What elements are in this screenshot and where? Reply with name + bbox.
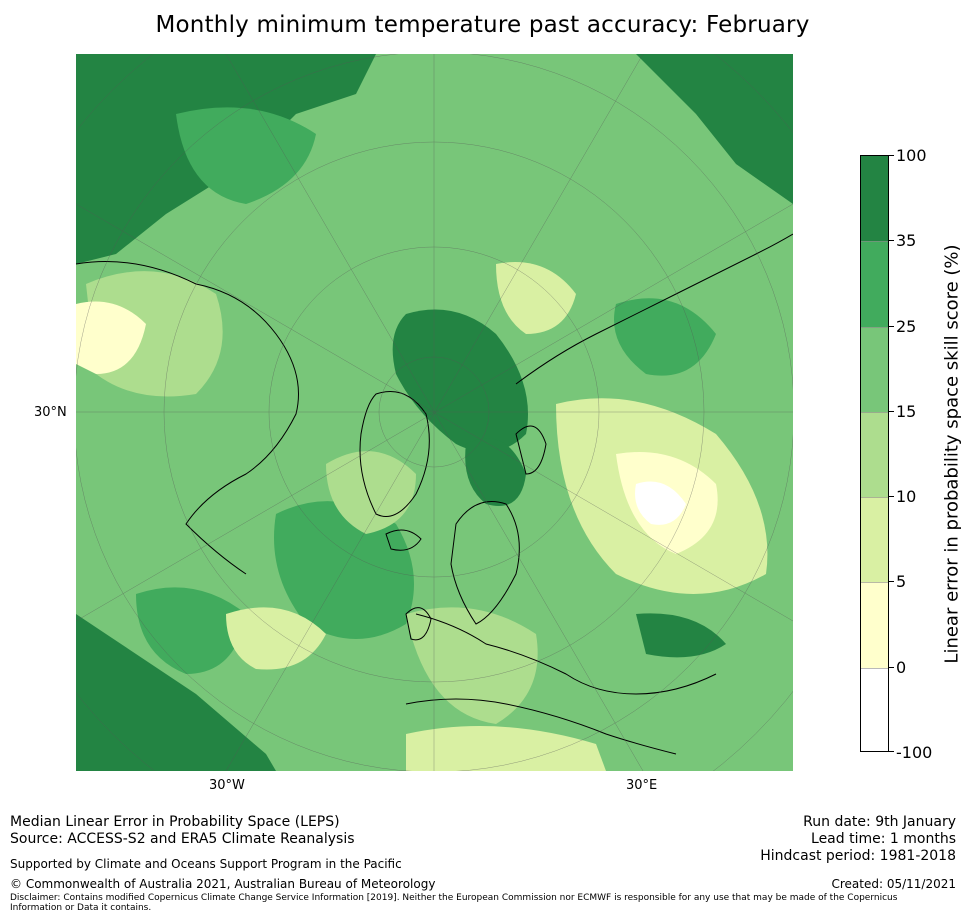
colorbar-tick [889, 326, 894, 327]
colorbar-segment-1 [861, 156, 888, 241]
colorbar-tick [889, 240, 894, 241]
colorbar-tick-label: -100 [896, 743, 933, 762]
region-pacific-mid [176, 107, 316, 204]
region-asia-white [635, 481, 686, 525]
region-atlantic-mid [274, 501, 414, 639]
colorbar-segment-4 [861, 412, 888, 497]
colorbar-divider [861, 327, 888, 328]
colorbar-segment-2 [861, 241, 888, 327]
footer-hindcast: Hindcast period: 1981-2018 [760, 848, 956, 864]
map-title: Monthly minimum temperature past accurac… [155, 12, 810, 38]
skill-score-map [76, 54, 793, 771]
meridian-60w [76, 203, 793, 622]
colorbar-tick [889, 411, 894, 412]
skill-regions [76, 54, 793, 771]
lon-label-30w: 30°W [209, 778, 245, 793]
colorbar-tick [889, 581, 894, 582]
colorbar-segment-3 [861, 327, 888, 412]
colorbar-tick [889, 496, 894, 497]
coast-europe [415, 613, 717, 695]
colorbar-divider [861, 241, 888, 242]
map-canvas [76, 54, 793, 771]
graticule [76, 54, 793, 771]
coast-greenland [359, 391, 430, 517]
colorbar-tick-label: 25 [896, 317, 917, 336]
colorbar-segment-5 [861, 497, 888, 582]
region-mediterranean-east [636, 613, 726, 658]
region-barents [465, 438, 526, 506]
region-africa-pale [406, 726, 606, 771]
footer-created: Created: 05/11/2021 [831, 877, 956, 891]
footer-lead-time: Lead time: 1 months [811, 831, 956, 847]
footer-run-date: Run date: 9th January [803, 814, 956, 830]
region-northeast [636, 54, 793, 204]
lon-label-30e: 30°E [626, 778, 658, 793]
region-atlantic-pale [226, 607, 326, 670]
colorbar-tick-label: 0 [896, 658, 907, 677]
footer-method: Median Linear Error in Probability Space… [10, 814, 340, 830]
coast-iceland [385, 529, 422, 551]
colorbar-title: Linear error in probability space skill … [941, 244, 963, 664]
coast-mediterranean [405, 698, 677, 755]
region-europe-light [406, 607, 538, 724]
colorbar-segment-6 [861, 582, 888, 668]
coastlines [76, 233, 793, 755]
region-siberia-pale [496, 262, 576, 334]
colorbar-divider [861, 412, 888, 413]
colorbar-divider [861, 582, 888, 583]
region-south-mid [136, 587, 246, 674]
lat-label-30n: 30°N [34, 405, 67, 420]
coast-scandinavia [450, 501, 520, 625]
colorbar-tick-label: 5 [896, 572, 907, 591]
coast-siberia [515, 233, 793, 385]
colorbar-tick-label: 100 [896, 146, 927, 165]
colorbar-tick-label: 10 [896, 487, 917, 506]
region-pacific-pale [76, 301, 146, 374]
colorbar-divider [861, 668, 888, 669]
region-southwest-atlantic [76, 614, 276, 771]
coast-british-isles [405, 607, 432, 641]
colorbar-tick-label: 35 [896, 231, 917, 250]
region-greenland-light [326, 451, 416, 534]
colorbar-tick-label: 15 [896, 402, 917, 421]
footer-copyright: © Commonwealth of Australia 2021, Austra… [10, 877, 436, 891]
colorbar-tick [889, 667, 894, 668]
colorbar-divider [861, 497, 888, 498]
colorbar-tick [889, 155, 894, 156]
footer-source: Source: ACCESS-S2 and ERA5 Climate Reana… [10, 831, 355, 847]
colorbar-segment-7 [861, 668, 888, 751]
colorbar-tick [889, 751, 894, 752]
coast-north-america [76, 261, 299, 575]
region-siberia-mid [614, 298, 716, 376]
colorbar [860, 155, 889, 752]
footer-support: Supported by Climate and Oceans Support … [10, 857, 402, 871]
footer-disclaimer: Disclaimer: Contains modified Copernicus… [10, 893, 898, 913]
coast-novaya-zemlya [515, 425, 547, 475]
